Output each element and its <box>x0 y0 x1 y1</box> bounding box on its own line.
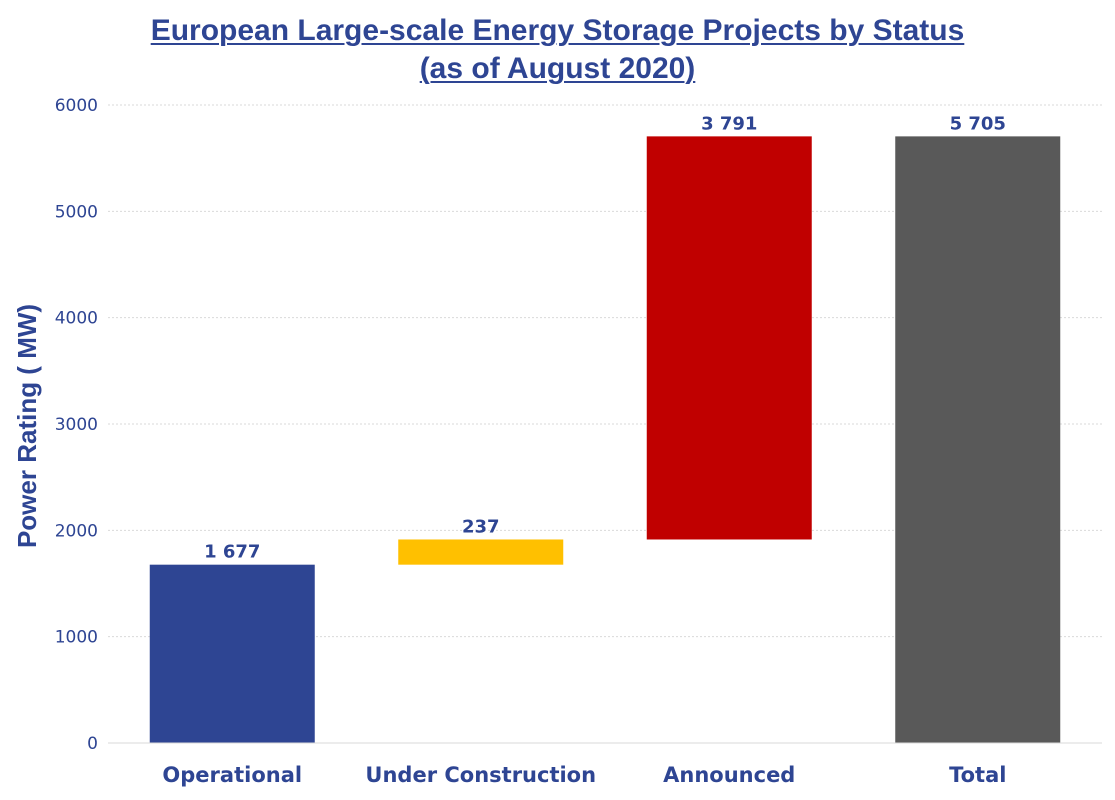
chart-title-line1: European Large-scale Energy Storage Proj… <box>150 14 965 47</box>
bar-announced <box>646 136 812 540</box>
bar-under-construction <box>398 539 564 565</box>
bar-total <box>895 136 1061 743</box>
x-tick-label: Announced <box>663 763 795 787</box>
data-label: 1 677 <box>204 542 260 563</box>
y-tick-label: 0 <box>87 734 98 754</box>
y-axis-ticks: 0 1000 2000 3000 4000 5000 6000 <box>55 96 98 754</box>
bar-operational <box>149 564 315 743</box>
x-tick-label: Under Construction <box>365 763 596 787</box>
data-label: 5 705 <box>950 113 1006 134</box>
y-tick-label: 5000 <box>55 202 98 222</box>
chart-subtitle: (as of August 2020) <box>419 52 696 85</box>
chart-title: European Large-scale Energy Storage Proj… <box>0 12 1115 88</box>
y-tick-label: 4000 <box>55 309 98 329</box>
bars <box>149 136 1061 743</box>
data-label: 3 791 <box>701 113 757 134</box>
y-tick-label: 2000 <box>55 521 98 541</box>
y-tick-label: 3000 <box>55 415 98 435</box>
y-axis-label: Power Rating ( MW) <box>12 304 42 548</box>
data-label: 237 <box>462 516 500 537</box>
x-tick-label: Total <box>949 763 1006 787</box>
x-axis-ticks: Operational Under Construction Announced To… <box>162 763 1006 787</box>
y-tick-label: 6000 <box>55 96 98 116</box>
y-tick-label: 1000 <box>55 628 98 648</box>
data-labels: 1 677 237 3 791 5 705 <box>204 113 1006 562</box>
x-tick-label: Operational <box>162 763 302 787</box>
